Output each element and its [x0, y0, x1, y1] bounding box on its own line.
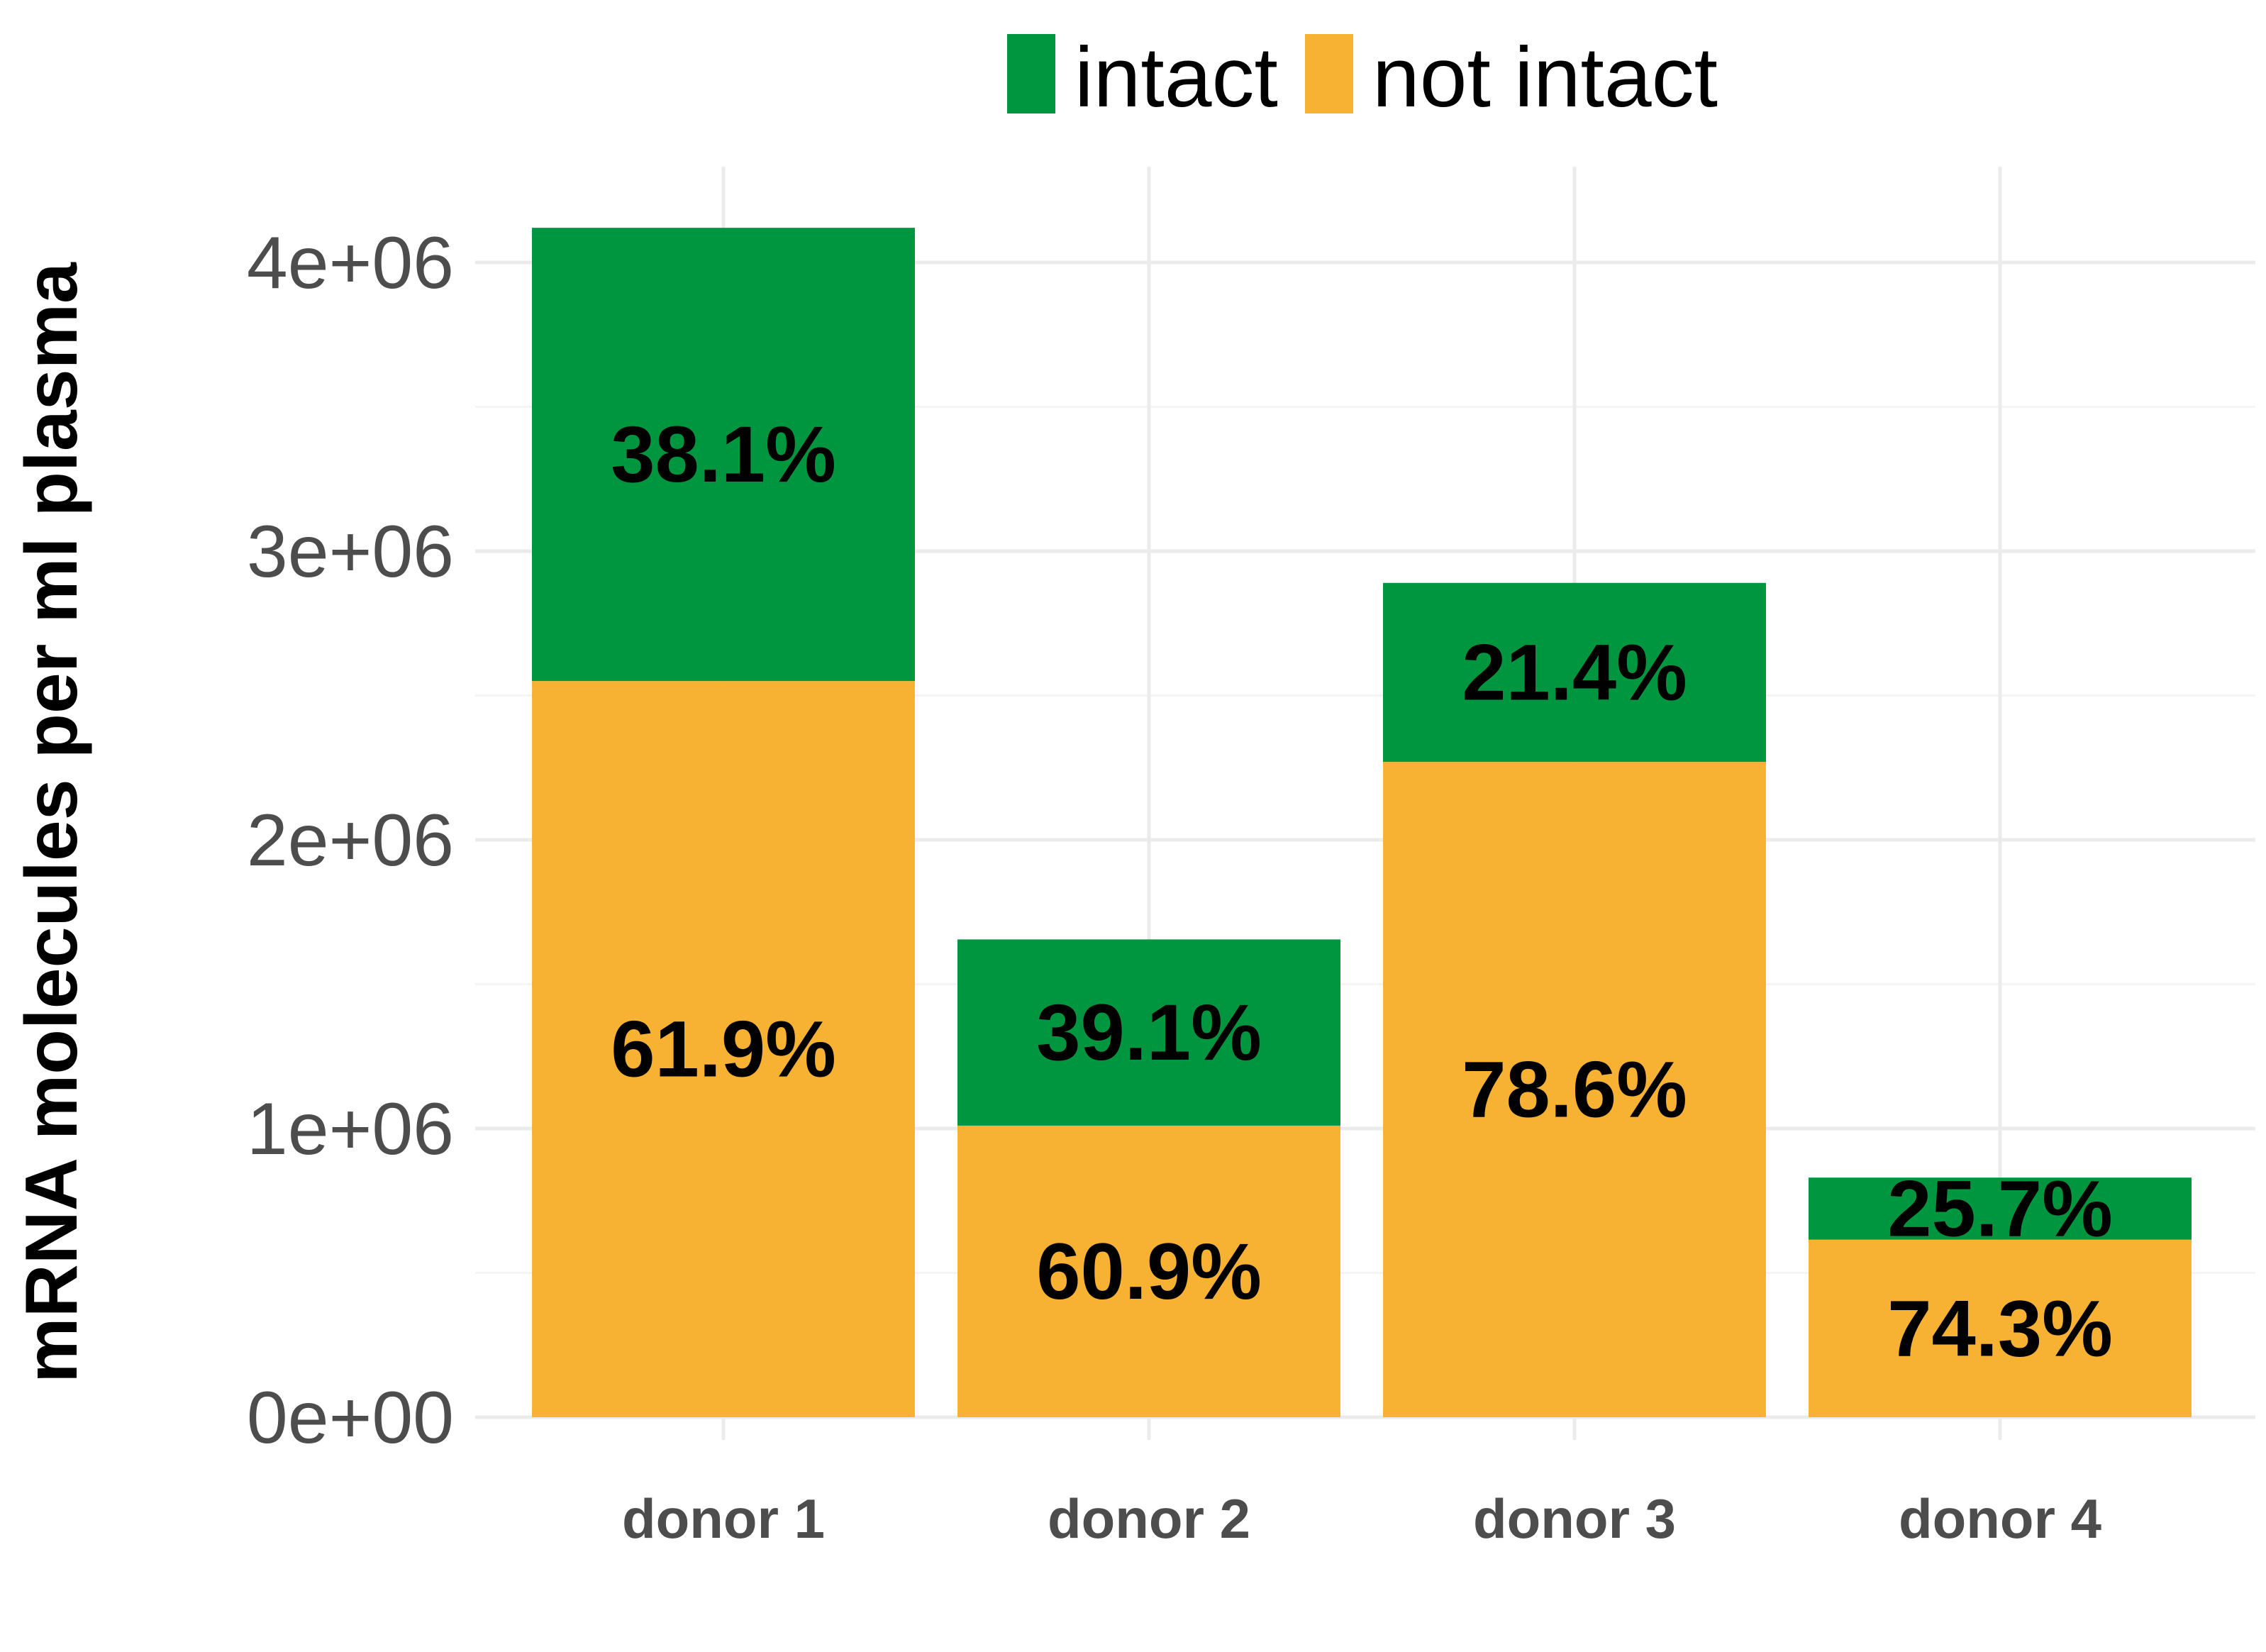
bar-segment-intact [1809, 1177, 2192, 1240]
bar-segment-intact [957, 939, 1340, 1126]
bar-percent-label: 21.4% [1462, 628, 1687, 716]
bars [532, 228, 2192, 1417]
y-tick-label: 0e+00 [247, 1377, 454, 1459]
y-tick-label: 3e+06 [247, 511, 454, 593]
bar-percent-label: 78.6% [1462, 1046, 1687, 1134]
bar-percent-label: 39.1% [1036, 988, 1262, 1077]
legend-label: intact [1074, 30, 1278, 125]
legend-key-intact [1007, 34, 1055, 113]
legend-key-not-intact [1305, 34, 1353, 113]
legend-label: not intact [1372, 30, 1718, 125]
y-tick-label: 1e+06 [247, 1088, 454, 1170]
y-axis-label: mRNA molecules per ml plasma [11, 262, 93, 1383]
bar-percent-label: 25.7% [1887, 1164, 2113, 1253]
bar-segment-not-intact [1809, 1239, 2192, 1417]
bar-percent-label: 38.1% [611, 410, 836, 499]
bar-percent-label: 74.3% [1887, 1284, 2113, 1373]
x-tick-label: donor 3 [1473, 1487, 1676, 1550]
x-axis-ticks: donor 1 donor 2 donor 3 donor 4 [622, 1487, 2101, 1550]
bar-segment-not-intact [532, 681, 915, 1417]
percent-labels: 61.9% 38.1% 60.9% 39.1% 78.6% 21.4% 74.3% 25.7% [611, 410, 2113, 1373]
bar-percent-label: 60.9% [1036, 1227, 1262, 1316]
x-tick-label: donor 1 [622, 1487, 825, 1550]
legend: intact not intact [1007, 30, 1718, 125]
bar-percent-label: 61.9% [611, 1005, 836, 1094]
bar-segment-not-intact [1383, 762, 1766, 1417]
bar-segment-intact [1383, 582, 1766, 763]
x-tick-label: donor 2 [1048, 1487, 1250, 1550]
bar-segment-intact [532, 228, 915, 682]
x-tick-label: donor 4 [1899, 1487, 2101, 1550]
y-tick-label: 2e+06 [247, 799, 454, 882]
bar-segment-not-intact [957, 1125, 1340, 1417]
y-tick-label: 4e+06 [247, 222, 454, 304]
y-axis-ticks: 0e+00 1e+06 2e+06 3e+06 4e+06 [247, 222, 454, 1459]
